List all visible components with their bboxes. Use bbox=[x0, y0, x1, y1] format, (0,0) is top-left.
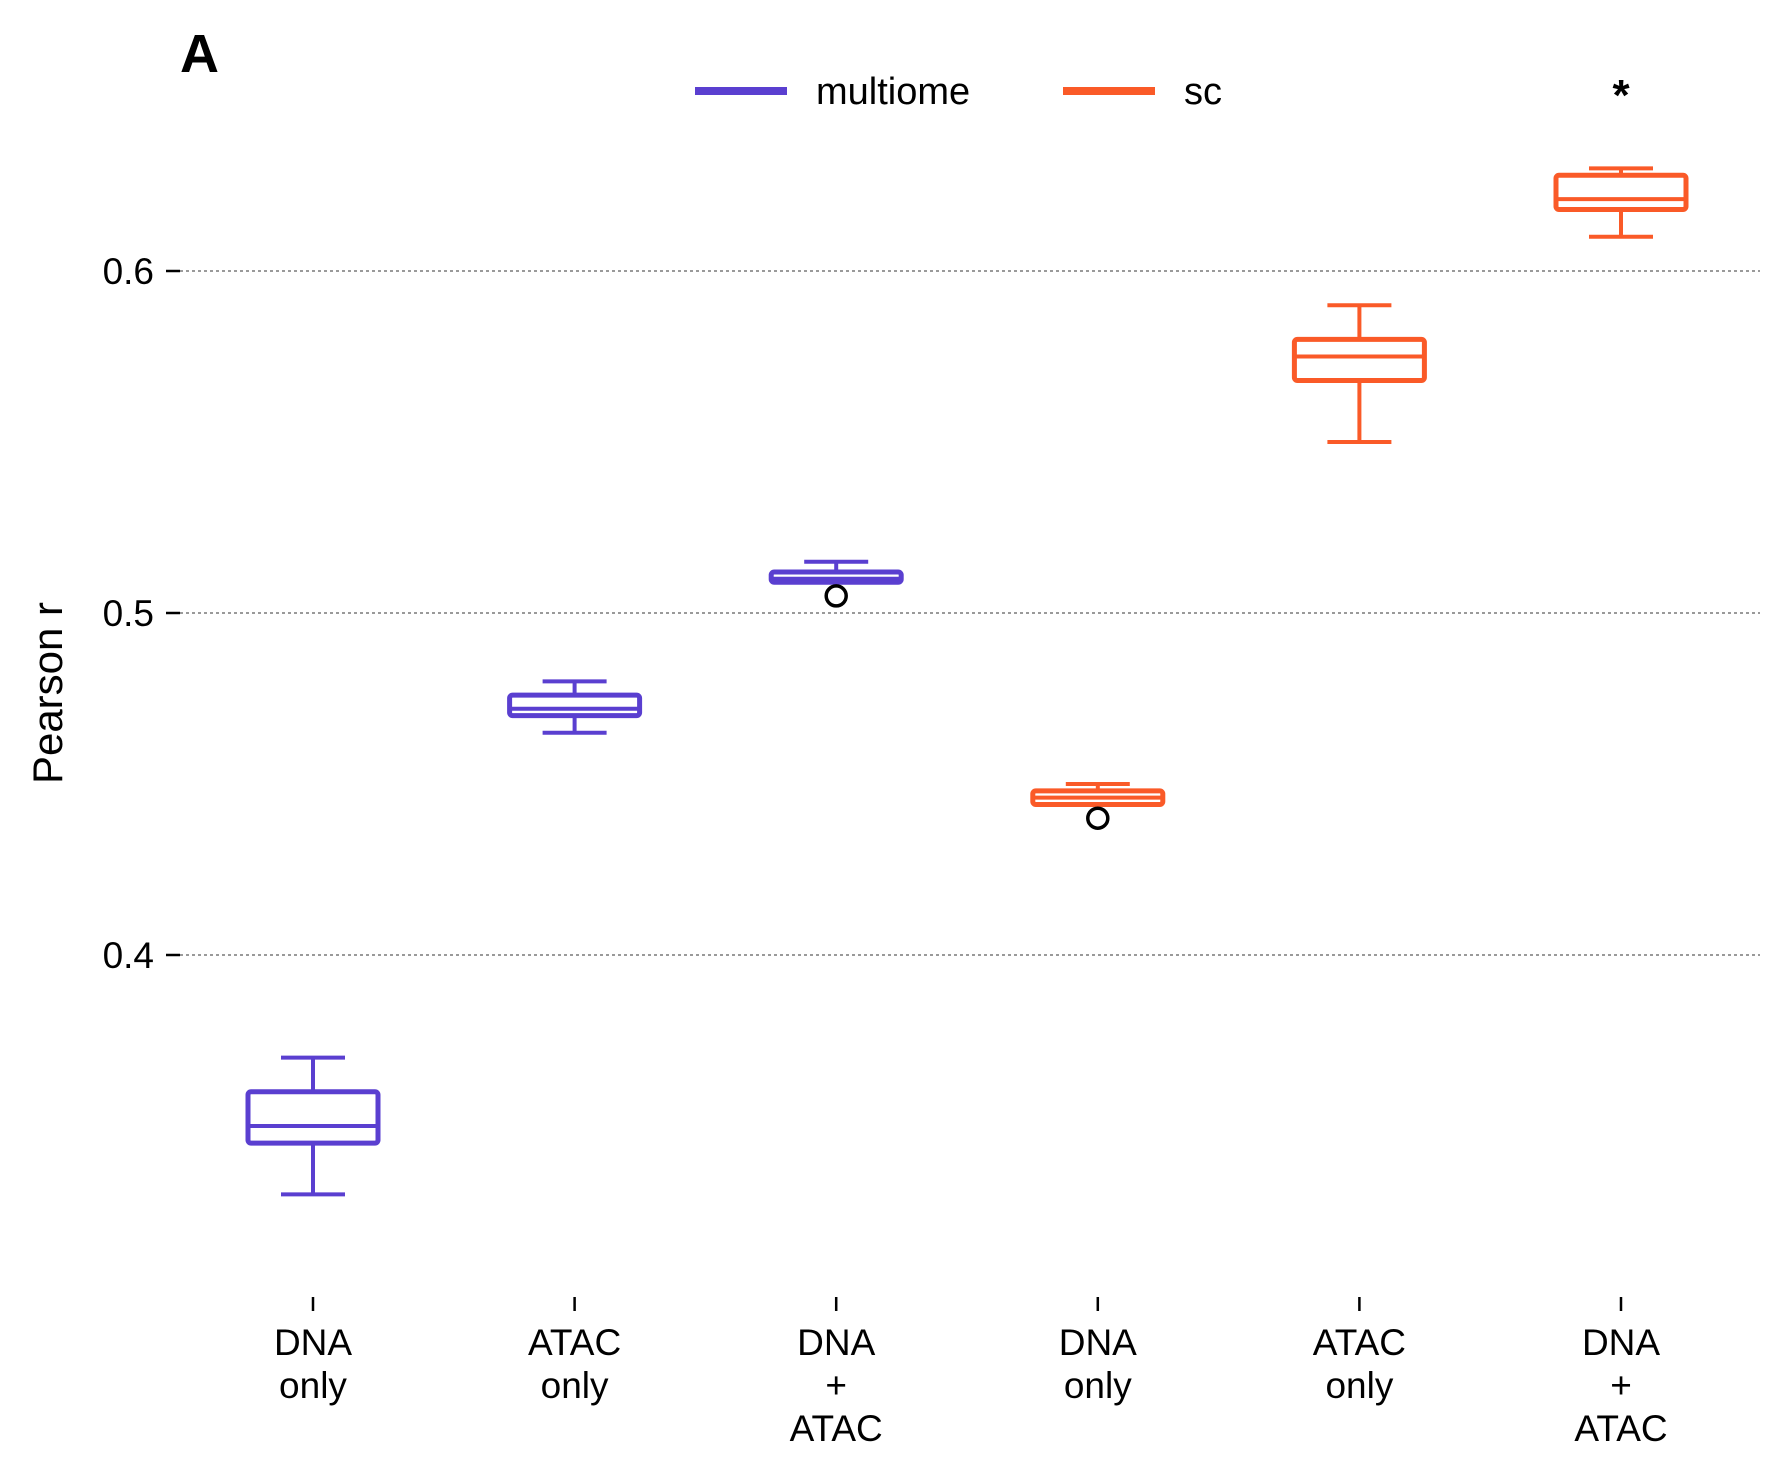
boxes bbox=[245, 166, 1689, 1197]
panel-label: A bbox=[180, 24, 219, 84]
outlier-point bbox=[824, 584, 848, 608]
x-tick-label-line: DNA bbox=[1582, 1322, 1660, 1363]
significance-marker: * bbox=[1612, 71, 1630, 120]
box-sc bbox=[1030, 782, 1166, 830]
x-tick-label: DNA only bbox=[274, 1322, 352, 1406]
x-tick-label-line: DNA bbox=[797, 1322, 875, 1363]
y-axis: 0.4 0.5 0.6 bbox=[103, 251, 180, 976]
x-tick-label-line: only bbox=[279, 1365, 347, 1406]
x-tick-label: ATAC only bbox=[528, 1322, 621, 1406]
x-tick-label-line: ATAC bbox=[790, 1408, 883, 1449]
x-tick-label: DNA + ATAC bbox=[790, 1322, 883, 1449]
x-tick-label-line: only bbox=[1064, 1365, 1132, 1406]
box-multiome bbox=[245, 1055, 381, 1197]
box-body bbox=[245, 1089, 381, 1146]
y-tick-label: 0.6 bbox=[103, 251, 154, 292]
box-body bbox=[507, 692, 643, 719]
x-tick-label-line: DNA bbox=[274, 1322, 352, 1363]
legend-label: sc bbox=[1184, 71, 1222, 113]
x-tick-label-line: ATAC bbox=[1313, 1322, 1406, 1363]
box-body bbox=[1553, 172, 1689, 212]
legend-entry-sc: sc bbox=[1063, 71, 1222, 113]
x-tick-label-line: + bbox=[825, 1365, 847, 1406]
x-tick-label-line: only bbox=[541, 1365, 609, 1406]
y-tick-label: 0.4 bbox=[103, 935, 154, 976]
legend-label: multiome bbox=[816, 71, 970, 113]
x-tick-label: ATAC only bbox=[1313, 1322, 1406, 1406]
box-body bbox=[1291, 336, 1427, 383]
box-sc bbox=[1291, 303, 1427, 444]
x-tick-label: DNA + ATAC bbox=[1574, 1322, 1667, 1449]
x-tick-label-line: DNA bbox=[1059, 1322, 1137, 1363]
box-sc bbox=[1553, 166, 1689, 239]
annotations: * bbox=[1612, 71, 1630, 120]
y-axis-label: Pearson r bbox=[24, 602, 71, 784]
x-tick-label-line: + bbox=[1610, 1365, 1632, 1406]
box-multiome bbox=[507, 679, 643, 735]
x-tick-label: DNA only bbox=[1059, 1322, 1137, 1406]
y-tick-label: 0.5 bbox=[103, 593, 154, 634]
x-tick-label-line: ATAC bbox=[528, 1322, 621, 1363]
x-tick-label-line: ATAC bbox=[1574, 1408, 1667, 1449]
gridlines bbox=[180, 270, 1760, 956]
x-tick-label-line: only bbox=[1325, 1365, 1393, 1406]
outlier-point bbox=[1086, 806, 1110, 830]
legend-entry-multiome: multiome bbox=[695, 71, 970, 113]
box-multiome bbox=[768, 559, 904, 608]
legend: multiome sc bbox=[695, 71, 1222, 113]
